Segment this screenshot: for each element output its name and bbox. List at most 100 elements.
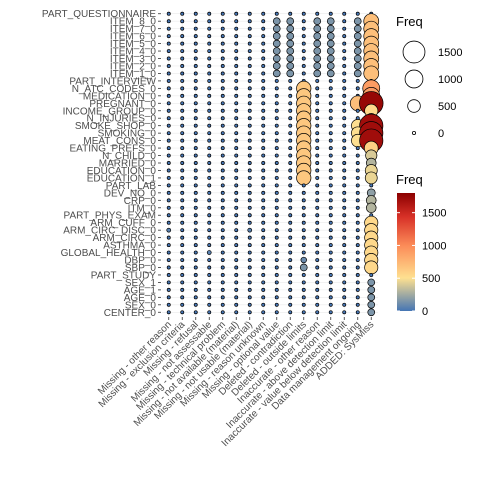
bubble-point — [274, 108, 279, 113]
bubble-point — [355, 168, 360, 173]
axis-ticks — [158, 13, 372, 320]
y-tick-label: SEX_1 — [125, 278, 157, 289]
bubble-point — [355, 161, 360, 165]
bubble-point — [288, 153, 293, 158]
bubble-point — [355, 11, 360, 16]
y-tick-label: N_INJURIES_0 — [87, 114, 157, 125]
bubble-point — [261, 220, 266, 225]
bubble-point — [301, 49, 306, 53]
bubble-point — [206, 250, 212, 255]
y-tick-label: ITEM_7_0 — [110, 24, 157, 35]
y-tick-label: SMOKE_SHOP_0 — [75, 121, 157, 132]
bubble-point — [166, 108, 171, 113]
bubble-point — [193, 34, 198, 39]
bubble-point — [315, 123, 320, 128]
bubble-point — [355, 273, 360, 277]
y-tick-label: ITEM_6_0 — [110, 32, 157, 43]
bubble-point — [193, 287, 198, 292]
bubble-point — [272, 32, 281, 40]
bubble-point — [355, 235, 360, 240]
bubble-point — [274, 243, 279, 248]
bubble-point — [166, 146, 171, 151]
bubble-point — [288, 205, 293, 210]
bubble-point — [193, 228, 198, 233]
bubble-point — [234, 131, 239, 136]
bubble-point — [220, 138, 225, 143]
bubble-point — [207, 93, 212, 98]
bubble-point — [301, 310, 306, 315]
bubble-point — [342, 49, 347, 53]
bubble-point — [193, 11, 198, 16]
bubble-point — [193, 56, 198, 61]
bubble-point — [234, 34, 239, 39]
bubble-point — [193, 273, 198, 277]
bubble-point — [261, 228, 266, 233]
bubble-point — [313, 39, 322, 48]
y-tick-label: ITM_0 — [128, 203, 157, 214]
bubble-point — [261, 56, 266, 61]
bubble-point — [274, 168, 279, 173]
bubble-point — [220, 108, 225, 113]
bubble-point — [166, 49, 171, 53]
bubble-point — [193, 213, 198, 218]
bubble-point — [328, 235, 333, 240]
bubble-point — [328, 265, 333, 270]
bubble-point — [180, 302, 185, 307]
bubble-point — [288, 116, 293, 121]
bubble-point — [288, 265, 293, 270]
bubble-point — [234, 49, 239, 53]
bubble-point — [261, 295, 266, 300]
bubble-point — [207, 310, 212, 315]
bubble-point — [261, 250, 266, 255]
bubble-point — [315, 295, 320, 300]
bubble-point — [180, 175, 185, 180]
bubble-point — [328, 183, 333, 188]
size-legend-key — [411, 130, 416, 135]
y-tick-label: ITEM_8_0 — [110, 17, 157, 28]
y-tick-label: SMOKING_0 — [98, 129, 157, 140]
bubble-point — [315, 108, 320, 113]
bubble-point — [328, 78, 333, 83]
bubble-point — [220, 26, 225, 31]
bubble-point — [220, 235, 225, 240]
bubble-point — [315, 250, 320, 255]
bubble-point — [301, 205, 306, 210]
bubble-point — [274, 228, 279, 233]
bubble-point — [328, 258, 333, 262]
bubble-point — [286, 54, 295, 63]
bubble-point — [193, 280, 198, 285]
bubble-point — [234, 258, 239, 262]
bubble-point — [193, 235, 198, 240]
size-legend-key — [407, 99, 421, 113]
bubble-point — [180, 250, 185, 255]
y-tick-label: AGE_1 — [124, 285, 157, 296]
bubble-point — [342, 287, 347, 292]
bubble-point — [207, 26, 212, 31]
y-tick-label: SBP_0 — [125, 263, 157, 274]
bubble-point — [301, 41, 306, 46]
bubble-point — [328, 161, 333, 165]
bubble-point — [220, 49, 225, 53]
size-legend-key — [402, 40, 426, 64]
bubble-point — [355, 287, 360, 292]
bubble-point — [355, 220, 360, 225]
bubble-point — [234, 101, 239, 106]
bubble-point — [234, 26, 239, 31]
bubble-point — [166, 295, 171, 300]
bubble-point — [288, 235, 293, 240]
bubble-point — [166, 116, 171, 121]
bubble-point — [342, 220, 347, 225]
bubble-point — [180, 280, 185, 285]
bubble-point — [315, 153, 320, 158]
bubble-point — [220, 153, 225, 158]
y-tick-label: MARRIED_0 — [99, 159, 157, 170]
bubble-point — [274, 86, 279, 91]
bubble-point — [207, 175, 212, 180]
bubble-point — [220, 198, 225, 203]
bubble-point — [328, 213, 333, 218]
bubble-point — [261, 161, 266, 165]
bubble-point — [234, 161, 239, 165]
y-tick-label: MEAT_CONS_0 — [83, 136, 156, 147]
bubble-point — [274, 235, 279, 240]
bubble-point — [207, 161, 212, 165]
